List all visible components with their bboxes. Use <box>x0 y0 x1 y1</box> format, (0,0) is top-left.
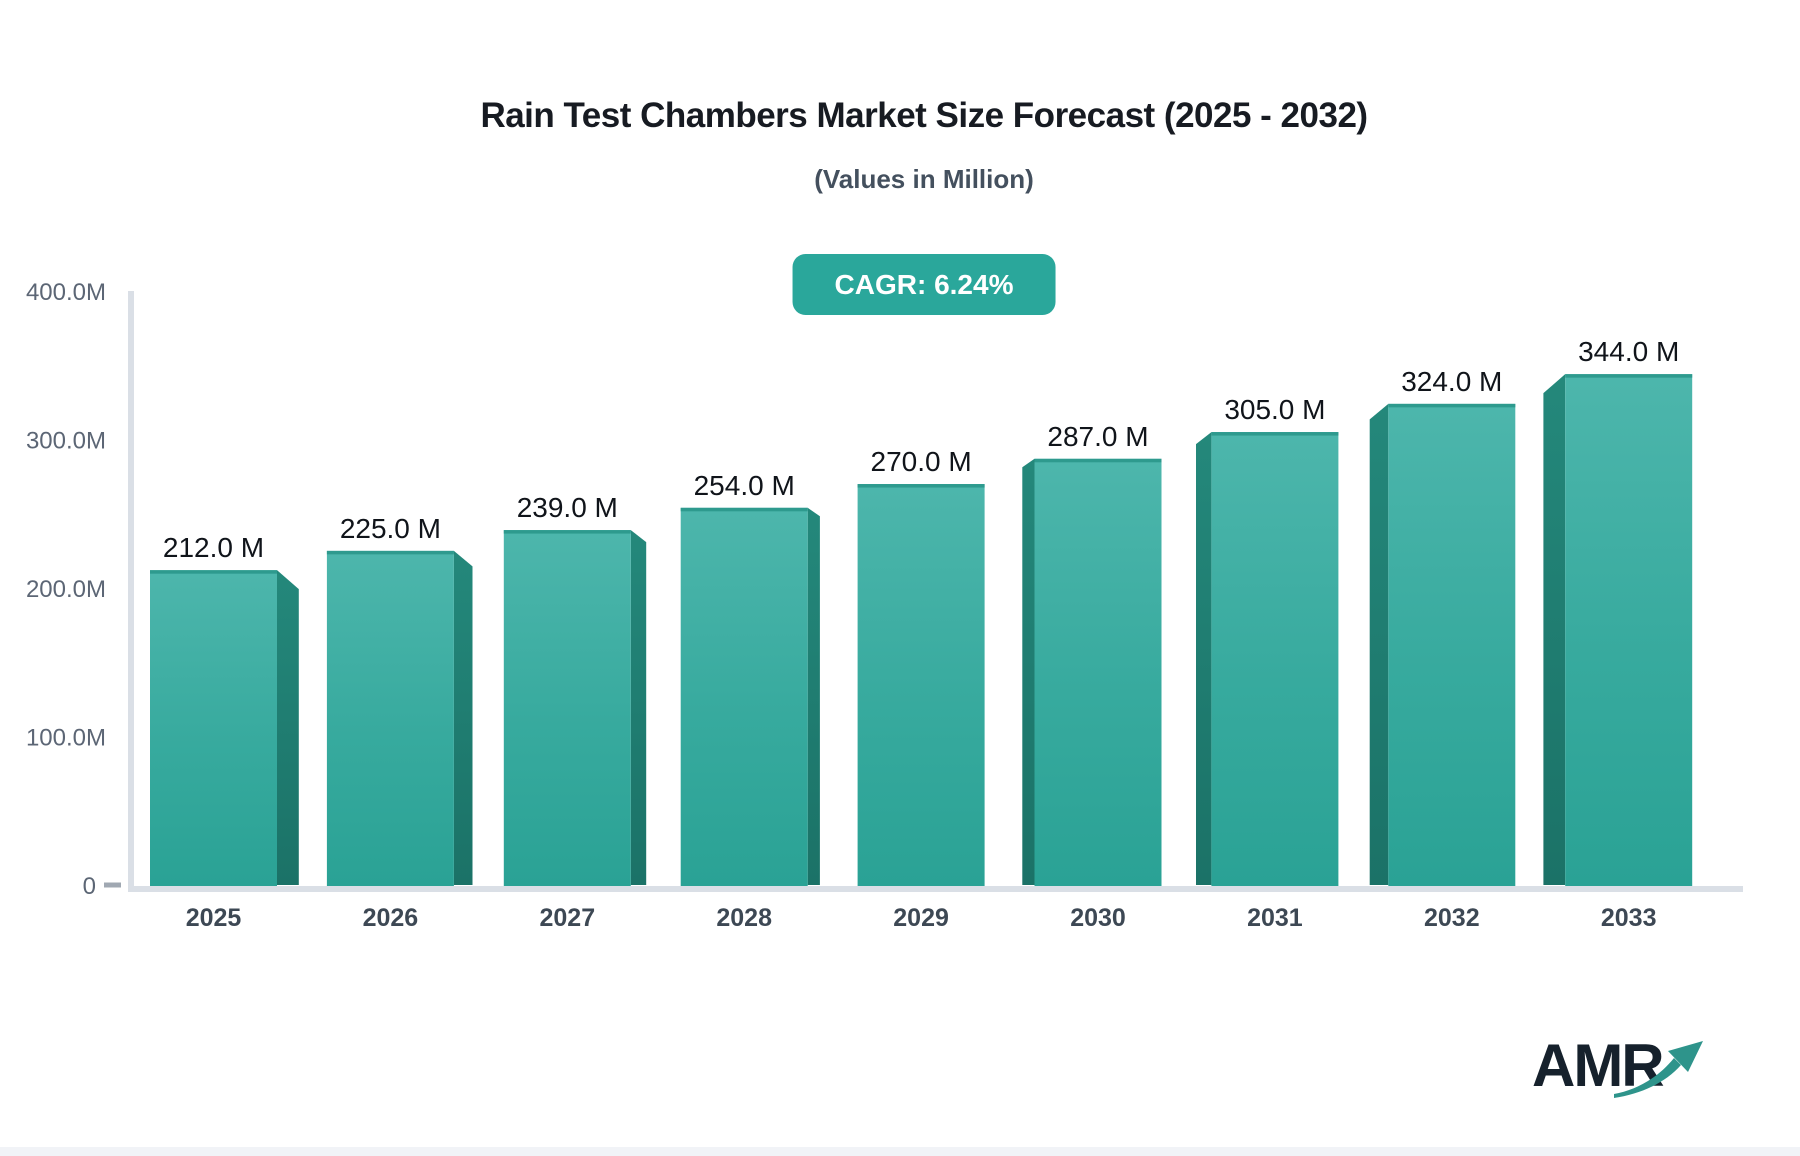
bar-top-edge <box>1565 374 1693 378</box>
y-tick-label: 0 <box>83 873 96 900</box>
bar-value-label: 212.0 M <box>163 532 264 563</box>
bar-side-face <box>1196 432 1212 885</box>
bar-top-edge <box>680 507 808 512</box>
bar-face <box>857 484 985 886</box>
bar-face <box>1211 432 1339 886</box>
bar-value-label: 254.0 M <box>694 470 795 501</box>
bar-side-face <box>807 507 820 885</box>
bar-top-edge <box>150 570 277 574</box>
bar-side-face <box>453 550 473 885</box>
bar-2028: 254.0 M 2028 <box>680 470 820 932</box>
bar-face <box>326 550 454 886</box>
bar-face <box>1034 458 1162 886</box>
bar-value-label: 225.0 M <box>340 513 441 544</box>
bar-value-label: 344.0 M <box>1578 336 1679 367</box>
bar-top-edge <box>1211 432 1339 436</box>
y-tick-label: 100.0M <box>26 725 106 752</box>
bar-face <box>680 507 808 886</box>
y-tick-label: 300.0M <box>26 428 106 455</box>
bar-2029: 270.0 M 2029 <box>857 446 985 932</box>
x-tick-label: 2026 <box>363 904 419 932</box>
bar-face <box>150 570 277 886</box>
zero-tick-dash <box>104 882 121 888</box>
bar-2027: 239.0 M 2027 <box>503 492 647 932</box>
bar-2025: 212.0 M 2025 <box>150 532 299 932</box>
bar-side-face <box>630 530 647 885</box>
x-tick-label: 2032 <box>1424 904 1480 932</box>
y-tick-label: 200.0M <box>26 576 106 603</box>
bar-side-face <box>277 570 299 885</box>
bar-side-face <box>1369 403 1389 885</box>
bar-value-label: 270.0 M <box>871 446 972 477</box>
bar-value-label: 239.0 M <box>517 492 618 523</box>
bar-face <box>1388 403 1516 886</box>
footer-strip <box>0 1147 1800 1156</box>
bar-2031: 305.0 M 2031 <box>1196 394 1339 932</box>
x-tick-label: 2029 <box>893 904 949 932</box>
bar-2032: 324.0 M 2032 <box>1369 366 1516 932</box>
amr-arrow-icon <box>1614 1041 1703 1098</box>
bar-face <box>503 530 631 886</box>
y-tick-label: 400.0M <box>26 279 106 306</box>
x-tick-label: 2025 <box>186 904 242 932</box>
bar-side-face <box>1022 458 1035 885</box>
bar-side-face <box>1543 374 1566 885</box>
bar-value-label: 324.0 M <box>1401 366 1502 397</box>
bar-value-label: 287.0 M <box>1047 421 1148 452</box>
bar-top-edge <box>1388 403 1516 408</box>
bar-face <box>1565 374 1693 886</box>
bar-top-edge <box>857 484 985 488</box>
bar-value-label: 305.0 M <box>1224 394 1325 425</box>
x-axis-line <box>128 886 1743 892</box>
x-tick-label: 2027 <box>539 904 595 932</box>
bar-top-edge <box>503 530 631 534</box>
x-tick-label: 2028 <box>716 904 772 932</box>
x-tick-label: 2030 <box>1070 904 1126 932</box>
bar-top-edge <box>326 550 454 555</box>
x-tick-label: 2031 <box>1247 904 1303 932</box>
page-subtitle: (Values in Million) <box>814 164 1034 194</box>
bar-2033: 344.0 M 2033 <box>1543 336 1693 932</box>
x-tick-label: 2033 <box>1601 904 1657 932</box>
amr-logo: AMR <box>1532 1036 1722 1116</box>
bar-top-edge <box>1034 458 1162 463</box>
cagr-badge: CAGR: 6.24% <box>792 254 1056 315</box>
y-axis-line <box>128 291 134 892</box>
page-title: Rain Test Chambers Market Size Forecast … <box>480 96 1368 135</box>
bar-2030: 287.0 M 2030 <box>1022 421 1162 932</box>
bar-2026: 225.0 M 2026 <box>326 513 473 932</box>
